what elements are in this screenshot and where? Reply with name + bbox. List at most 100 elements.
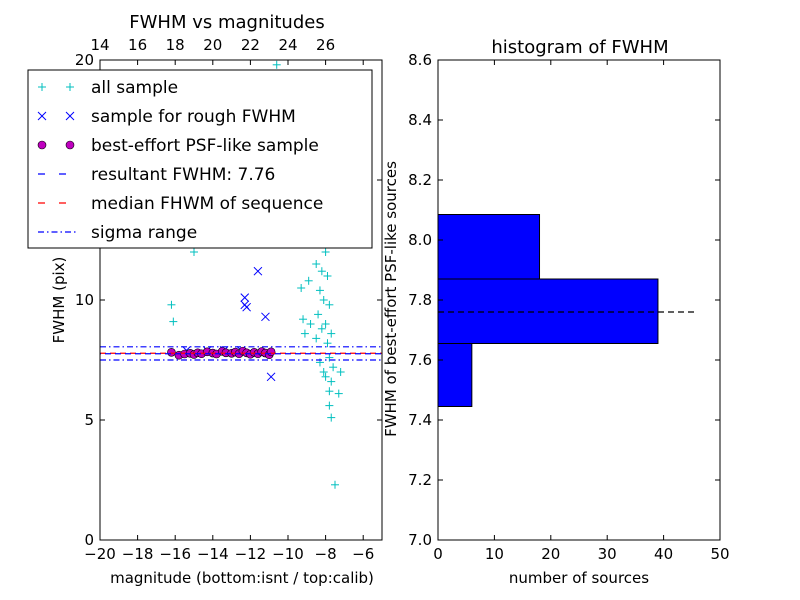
all-sample-point <box>299 315 308 324</box>
all-sample-point <box>314 310 323 319</box>
histogram-bar <box>437 343 473 407</box>
legend-marker <box>65 140 75 150</box>
scatter-ticks: −20−18−16−14−12−10−8−6051015201416182022… <box>75 36 382 563</box>
legend-entry: median FHWM of sequence <box>38 194 323 214</box>
legend-items: all sample sample for rough FWHM best-effo… <box>37 78 323 243</box>
all-sample-point <box>323 339 332 348</box>
scatter-y-label: FWHM (pix) <box>50 257 68 344</box>
histogram-ticks: 0 10 20 30 40 50 7.0 7.2 7.4 7.6 7.8 8.0 8.2 8.4 8.6 <box>408 51 729 563</box>
y-tick-label: 0 <box>84 531 94 549</box>
scatter-x-label: magnitude (bottom:isnt / top:calib) <box>110 569 374 587</box>
x-tick-label: −10 <box>272 545 304 563</box>
legend-label: median FHWM of sequence <box>91 194 323 214</box>
psf-sample-point <box>167 348 176 357</box>
top-tick-label: 14 <box>90 36 109 54</box>
all-sample-point <box>331 480 339 489</box>
all-sample-point <box>317 324 326 333</box>
histogram-panel: histogram of FWHM number of sources FWHM… <box>382 37 730 587</box>
y-tick-label: 8.2 <box>408 171 432 189</box>
all-sample-point <box>336 368 345 376</box>
legend-marker <box>65 111 75 121</box>
rough-sample-point <box>242 302 251 312</box>
rough-sample-point <box>253 266 263 276</box>
legend-label: resultant FWHM: 7.76 <box>91 165 275 185</box>
y-tick-label: 5 <box>84 411 94 429</box>
scatter-plot-frame <box>99 59 383 541</box>
legend-marker <box>66 83 74 91</box>
x-tick-label: −12 <box>235 545 267 563</box>
all-sample-point <box>297 284 306 292</box>
all-sample-point <box>272 60 281 69</box>
y-tick-label: 7.6 <box>408 351 432 369</box>
x-tick-label: 20 <box>541 545 560 563</box>
x-tick-label: −20 <box>84 545 116 563</box>
all-sample-point <box>169 317 178 326</box>
top-tick-label: 20 <box>203 36 222 54</box>
histogram-bar <box>437 214 541 280</box>
all-sample-point <box>325 353 334 362</box>
x-tick-label: 30 <box>598 545 617 563</box>
legend-entry: best-effort PSF-like sample <box>37 136 319 156</box>
y-tick-label: 8.0 <box>408 231 432 249</box>
rough-sample-point <box>266 372 276 382</box>
all-sample-point <box>321 320 330 328</box>
legend-entry: sample for rough FWHM <box>37 107 296 127</box>
x-tick-label: 50 <box>710 545 729 563</box>
x-tick-label: −6 <box>352 545 374 563</box>
x-tick-label: −8 <box>315 545 337 563</box>
all-sample-point <box>321 248 330 256</box>
legend-label: best-effort PSF-like sample <box>91 136 319 156</box>
y-tick-label: 7.0 <box>408 531 432 549</box>
histogram-plot-frame <box>437 59 721 541</box>
all-sample-point <box>327 413 336 422</box>
all-sample-point <box>319 296 328 304</box>
y-tick-label: 7.4 <box>408 411 432 429</box>
all-sample-point <box>300 329 309 338</box>
rough-sample-point <box>240 293 250 302</box>
legend-entry: sigma range <box>38 223 197 243</box>
all-sample-point <box>321 372 330 381</box>
rough-sample-point <box>261 312 270 322</box>
legend-label: sigma range <box>91 223 197 243</box>
scatter-panel: FWHM vs magnitudes magnitude (bottom:isn… <box>27 12 383 587</box>
y-tick-label: 20 <box>75 51 94 69</box>
all-sample-point <box>306 320 315 328</box>
psf-sample-point <box>266 347 276 357</box>
all-sample-point <box>325 387 334 396</box>
x-tick-label: 40 <box>654 545 673 563</box>
scatter-title: FWHM vs magnitudes <box>129 12 324 33</box>
y-tick-label: 8.4 <box>408 111 432 129</box>
all-sample-point <box>327 329 336 338</box>
x-tick-label: −16 <box>159 545 191 563</box>
all-sample-point <box>315 286 324 295</box>
histogram-title: histogram of FWHM <box>491 37 668 58</box>
x-tick-label: 0 <box>433 545 443 563</box>
legend-marker <box>37 140 47 150</box>
legend-label: all sample <box>91 78 178 98</box>
y-tick-label: 8.6 <box>408 51 432 69</box>
top-tick-label: 26 <box>316 36 335 54</box>
histogram-bar <box>437 278 659 344</box>
legend-entry: resultant FWHM: 7.76 <box>38 165 275 185</box>
histogram-y-label: FWHM of best-effort PSF-like sources <box>382 161 400 437</box>
x-tick-label: −18 <box>122 545 154 563</box>
y-tick-label: 7.8 <box>408 291 432 309</box>
all-sample-point <box>325 300 334 309</box>
y-tick-label: 7.2 <box>408 471 432 489</box>
all-sample-point <box>323 272 332 280</box>
all-sample-point <box>167 300 176 309</box>
histogram-marks <box>437 214 698 407</box>
y-tick-label: 10 <box>75 291 94 309</box>
all-sample-point <box>329 363 338 372</box>
all-sample-point <box>327 377 336 386</box>
all-sample-point <box>312 334 321 343</box>
histogram-x-label: number of sources <box>509 569 649 587</box>
legend-box <box>27 69 373 249</box>
all-sample-point <box>334 389 343 398</box>
all-sample-point <box>317 267 326 276</box>
x-tick-label: −14 <box>197 545 229 563</box>
legend-marker <box>37 111 47 121</box>
top-tick-label: 24 <box>278 36 297 54</box>
all-sample-point <box>325 401 334 410</box>
